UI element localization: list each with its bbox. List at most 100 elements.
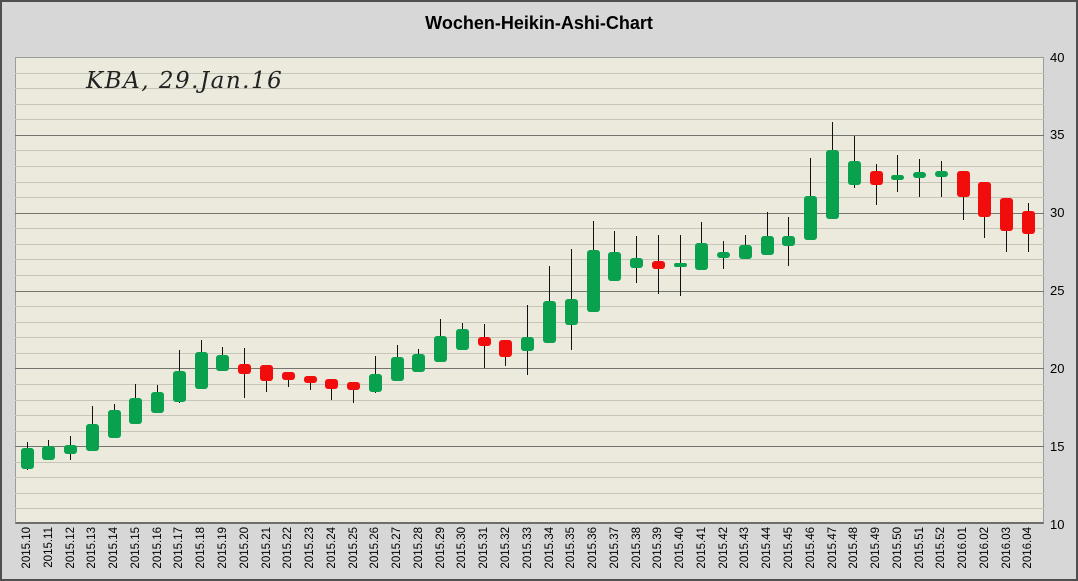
candle-body-2015.31 — [477, 337, 491, 346]
candle-body-2015.43 — [738, 244, 752, 260]
candle-body-2015.17 — [172, 371, 186, 403]
x-axis-label-2015.30: 2015.30 — [456, 527, 469, 569]
candle-body-2015.42 — [717, 252, 731, 258]
y-axis-label-25: 25 — [1050, 283, 1065, 298]
candle-body-2015.33 — [521, 337, 535, 352]
gridline-minor — [15, 259, 1044, 261]
chart-title: Wochen-Heikin-Ashi-Chart — [425, 13, 653, 33]
x-axis-label-2015.50: 2015.50 — [891, 527, 904, 569]
x-axis-label-2015.37: 2015.37 — [608, 527, 621, 569]
candle-body-2015.49 — [869, 171, 883, 185]
x-axis-label-2015.17: 2015.17 — [173, 527, 186, 569]
candle-body-2015.52 — [934, 170, 948, 177]
candle-body-2015.12 — [64, 444, 77, 454]
candle-body-2015.48 — [847, 161, 861, 186]
candle-body-2015.41 — [695, 243, 709, 270]
x-axis-label-2015.21: 2015.21 — [260, 527, 273, 569]
x-axis-label-2015.43: 2015.43 — [739, 527, 752, 569]
candle-body-2015.39 — [651, 260, 665, 270]
candle-body-2015.25 — [347, 381, 360, 391]
candle-wick-2015.44 — [766, 211, 768, 256]
candle-body-2015.19 — [216, 355, 230, 372]
y-axis-label-10: 10 — [1050, 516, 1065, 532]
candle-body-2015.44 — [760, 236, 774, 255]
x-axis-label-2015.45: 2015.45 — [782, 527, 795, 569]
chart-annotation: KBA, 29.Jan.16 — [86, 68, 284, 94]
gridline-minor — [15, 508, 1044, 510]
candle-body-2015.28 — [412, 354, 426, 373]
x-axis-label-2015.13: 2015.13 — [86, 527, 99, 569]
candle-body-2015.34 — [543, 301, 556, 344]
gridline-minor — [15, 399, 1044, 401]
x-axis-label-2015.46: 2015.46 — [804, 527, 817, 569]
x-axis-label-2015.28: 2015.28 — [412, 527, 425, 569]
gridline-minor — [15, 166, 1044, 167]
gridline-minor — [15, 103, 1044, 105]
gridline-major — [15, 368, 1044, 370]
candle-wick-2015.50 — [897, 155, 899, 192]
x-axis-label-2015.25: 2015.25 — [347, 527, 360, 569]
gridline-minor — [15, 461, 1044, 463]
x-axis-label-2015.32: 2015.32 — [499, 527, 512, 569]
gridline-minor — [15, 119, 1044, 121]
x-axis-label-2015.27: 2015.27 — [391, 527, 404, 569]
x-axis-label-2015.18: 2015.18 — [195, 527, 208, 569]
candle-body-2015.36 — [586, 250, 600, 313]
gridline-minor — [15, 150, 1044, 152]
gridline-minor — [15, 477, 1044, 479]
y-axis-label-20: 20 — [1050, 360, 1065, 376]
candle-body-2015.16 — [151, 391, 165, 413]
x-axis-label-2015.39: 2015.39 — [652, 527, 665, 569]
x-axis-label-2015.11: 2015.11 — [42, 527, 55, 568]
candle-body-2015.26 — [368, 373, 382, 393]
y-axis-label-35: 35 — [1050, 127, 1065, 143]
x-axis-label-2015.26: 2015.26 — [369, 527, 382, 569]
candle-body-2015.23 — [303, 376, 317, 384]
x-axis-label-2015.41: 2015.41 — [695, 527, 708, 569]
candle-body-2015.46 — [804, 195, 818, 240]
candle-body-2015.40 — [673, 263, 687, 268]
x-axis-label-2016.01: 2016.01 — [957, 527, 970, 569]
x-axis-label-2015.31: 2015.31 — [478, 527, 491, 569]
candle-body-2015.10 — [20, 447, 34, 470]
y-axis-label-40: 40 — [1050, 49, 1065, 65]
x-axis-label-2015.16: 2015.16 — [151, 527, 164, 569]
candle-wick-2015.51 — [919, 159, 921, 198]
x-axis-label-2015.47: 2015.47 — [826, 527, 839, 569]
x-axis-label-2015.38: 2015.38 — [630, 527, 643, 569]
gridline-minor — [15, 228, 1044, 230]
candle-body-2016.02 — [978, 182, 992, 218]
x-axis-label-2016.04: 2016.04 — [1022, 527, 1035, 569]
x-axis-label-2015.24: 2015.24 — [325, 527, 338, 569]
x-axis-label-2015.10: 2015.10 — [21, 527, 33, 569]
candle-body-2015.35 — [564, 299, 578, 325]
x-axis-label-2015.12: 2015.12 — [64, 527, 77, 569]
candle-body-2015.51 — [913, 172, 927, 179]
x-axis-label-2015.35: 2015.35 — [565, 527, 578, 569]
x-axis-label-2016.02: 2016.02 — [978, 527, 991, 569]
gridline-minor — [15, 88, 1044, 90]
candle-body-2015.38 — [630, 257, 643, 268]
candle-wick-2015.31 — [483, 324, 485, 369]
x-axis-label-2015.44: 2015.44 — [761, 527, 774, 569]
x-axis-label-2015.20: 2015.20 — [238, 527, 251, 569]
candle-body-2015.22 — [281, 372, 295, 380]
x-axis-label-2015.29: 2015.29 — [434, 527, 447, 569]
candle-body-2015.47 — [826, 150, 839, 219]
candle-wick-2015.52 — [940, 161, 942, 198]
candle-body-2016.03 — [1000, 197, 1014, 232]
candle-body-2015.32 — [499, 340, 513, 357]
gridline-major — [15, 134, 1044, 136]
gridline-minor — [15, 430, 1044, 432]
x-axis-label-2015.40: 2015.40 — [674, 527, 687, 569]
x-axis-label-2015.36: 2015.36 — [587, 527, 599, 569]
gridline-minor — [15, 352, 1044, 354]
candle-body-2016.01 — [956, 171, 970, 198]
candle-wick-2015.25 — [353, 381, 354, 403]
candle-body-2015.27 — [390, 357, 404, 381]
candle-body-2015.37 — [608, 251, 622, 282]
gridline-minor — [15, 321, 1044, 323]
candle-body-2015.29 — [434, 335, 448, 363]
